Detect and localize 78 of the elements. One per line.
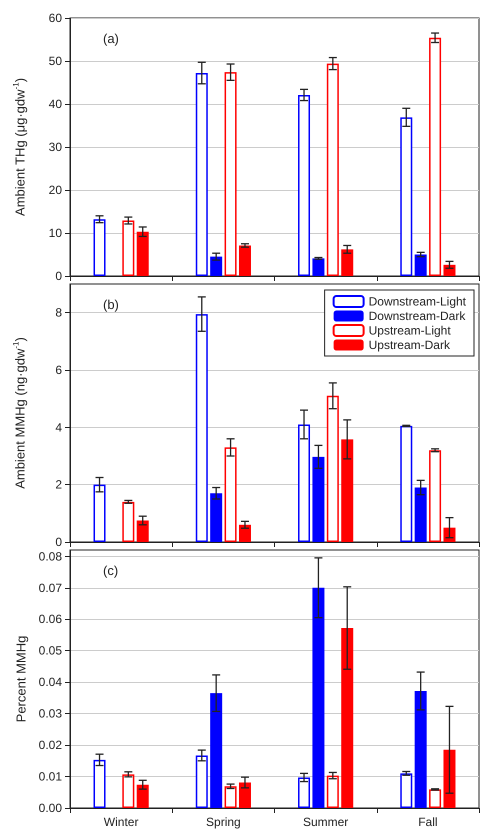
bar: [210, 493, 222, 542]
x-tick-label: Spring: [206, 815, 241, 829]
y-tick-label: 0.02: [38, 738, 62, 752]
bar: [136, 784, 149, 808]
bar: [414, 488, 427, 542]
bar: [326, 396, 339, 542]
bar: [400, 426, 412, 542]
y-tick-label: 0.07: [38, 580, 62, 595]
legend-label: Upstream-Light: [368, 324, 452, 338]
y-axis-title: Ambient MMHg (ng·gdw-1): [12, 337, 28, 489]
y-tick-label: 4: [55, 420, 62, 434]
bar: [400, 117, 412, 276]
y-tick-label: 0.04: [38, 675, 62, 690]
annotation: (a): [103, 31, 119, 46]
y-tick-label: 0.03: [38, 706, 62, 721]
x-tick-label: Fall: [418, 815, 438, 829]
y-tick-label: 60: [48, 11, 62, 25]
bar: [238, 245, 251, 276]
x-tick-label: Summer: [302, 815, 348, 829]
bar: [298, 94, 310, 276]
bar: [94, 760, 106, 808]
legend-label: Downstream-Dark: [368, 309, 466, 323]
y-tick-label: 0: [55, 535, 62, 549]
bar: [429, 450, 442, 542]
bar: [326, 776, 339, 808]
bar: [224, 447, 237, 542]
bar: [196, 755, 208, 808]
bar: [136, 520, 149, 542]
y-tick-label: 6: [55, 363, 62, 377]
y-tick-label: 40: [48, 97, 62, 111]
bar: [136, 232, 149, 276]
legend-label: Upstream-Dark: [368, 338, 451, 352]
y-tick-label: 50: [48, 54, 62, 68]
annotation: (b): [103, 297, 119, 312]
bar: [341, 439, 354, 542]
y-axis-title: Ambient THg (μg·gdw-1): [12, 78, 28, 216]
y-tick-label: 2: [55, 478, 62, 492]
y-tick-label: 8: [55, 306, 62, 320]
x-tick-label: Winter: [104, 815, 138, 829]
bar: [429, 38, 442, 276]
y-tick-label: 30: [48, 140, 62, 154]
y-tick-label: 0.06: [38, 612, 62, 626]
bar: [238, 782, 251, 808]
legend-label: Downstream-Light: [368, 294, 467, 308]
y-tick-label: 0.08: [38, 549, 62, 564]
y-tick-label: 0.05: [38, 644, 62, 658]
bar: [312, 588, 324, 808]
bar: [298, 424, 310, 542]
bar: [224, 72, 237, 276]
y-tick-label: 0.00: [38, 801, 62, 815]
bar: [210, 693, 222, 808]
y-axis-title: Percent MMHg: [14, 636, 29, 722]
bar: [298, 777, 310, 808]
bar: [122, 502, 134, 542]
bar: [443, 750, 456, 808]
bar: [429, 789, 442, 808]
bar: [400, 773, 412, 808]
bar: [196, 314, 208, 542]
y-tick-label: 20: [48, 183, 62, 197]
y-tick-label: 0.01: [38, 770, 62, 784]
bar: [224, 786, 237, 808]
bar: [312, 456, 324, 542]
y-tick-label: 0: [55, 269, 62, 283]
bar: [341, 628, 354, 808]
bar: [341, 249, 354, 276]
bar: [122, 220, 134, 276]
bar: [196, 73, 208, 276]
bar: [414, 690, 427, 808]
bar: [238, 524, 251, 542]
annotation: (c): [103, 563, 118, 578]
bar: [210, 256, 222, 276]
bar: [94, 219, 106, 276]
y-tick-label: 10: [48, 226, 62, 240]
bar: [122, 774, 134, 808]
bar: [326, 64, 339, 276]
bar: [312, 258, 324, 276]
bar: [94, 484, 106, 542]
bar: [414, 254, 427, 276]
